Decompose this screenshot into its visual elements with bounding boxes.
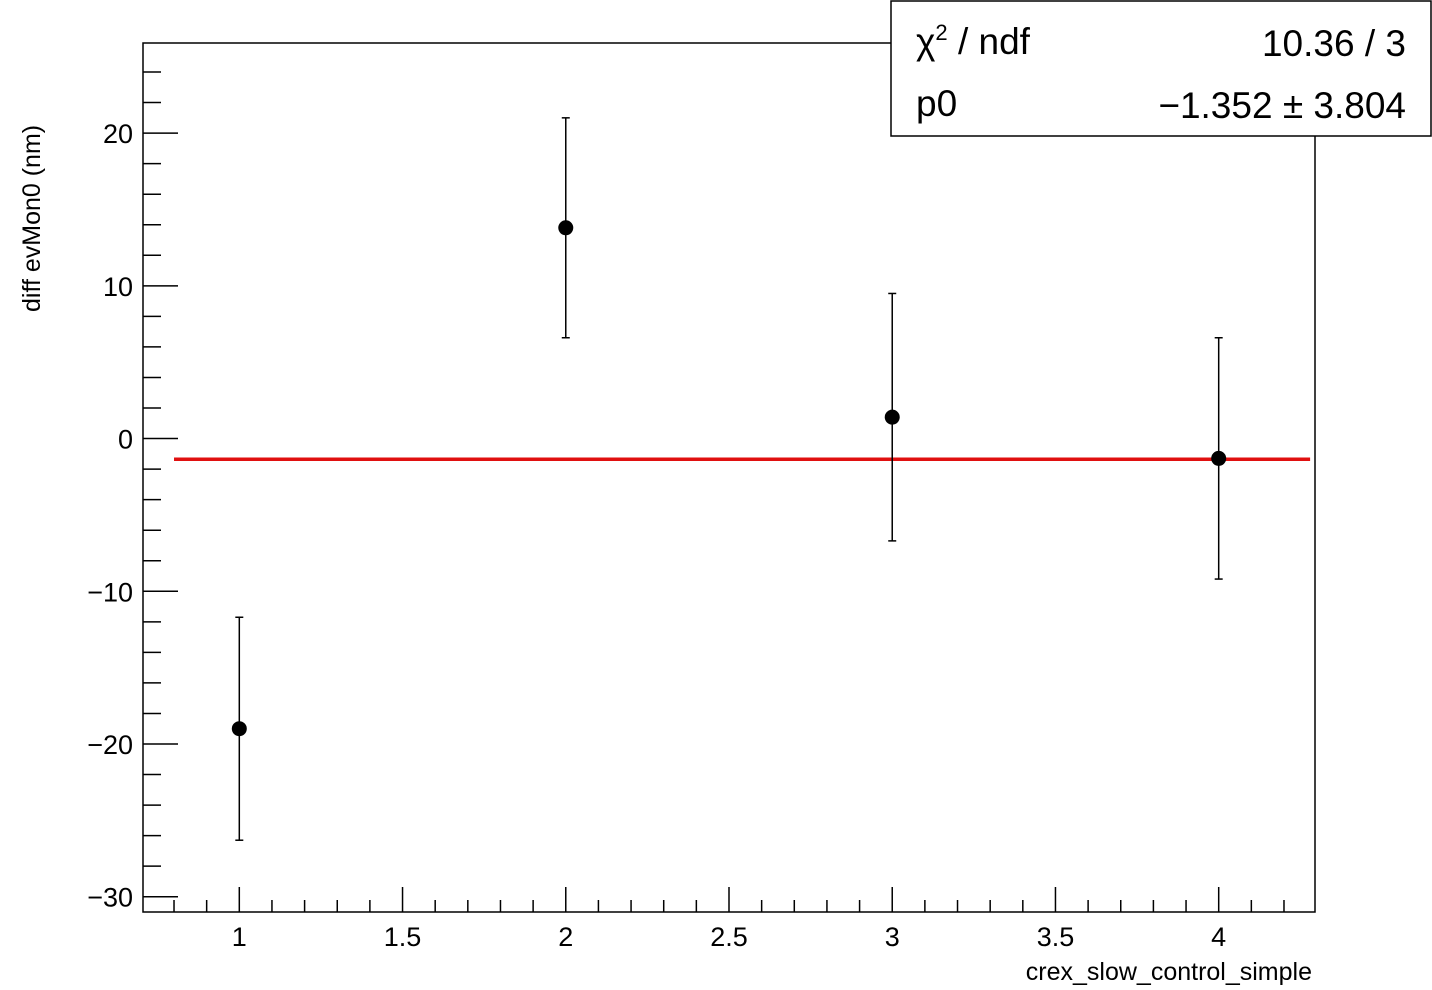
plot-frame xyxy=(142,42,1316,913)
data-points xyxy=(231,117,1227,841)
stats-box-frame xyxy=(890,0,1432,137)
y-axis-title: diff evMon0 (nm) xyxy=(18,125,46,312)
x-tick-label: 4 xyxy=(1211,922,1226,952)
x-tick-label: 3.5 xyxy=(1037,922,1075,952)
y-tick-label: 20 xyxy=(103,119,133,149)
stats-chi2-value: 10.36 / 3 xyxy=(1262,23,1406,64)
stats-p0-value: −1.352 ± 3.804 xyxy=(1158,85,1406,126)
y-tick-label: 10 xyxy=(103,272,133,302)
data-point xyxy=(231,721,247,737)
x-tick-label: 3 xyxy=(885,922,900,952)
x-tick-label: 2 xyxy=(558,922,573,952)
x-tick-label: 1.5 xyxy=(384,922,422,952)
x-tick-label: 1 xyxy=(232,922,247,952)
y-tick-label: −30 xyxy=(87,883,133,913)
data-point xyxy=(884,409,900,425)
y-tick-label: −10 xyxy=(87,577,133,607)
stats-p0-label: p0 xyxy=(916,83,957,124)
x-axis-title: crex_slow_control_simple xyxy=(1026,958,1312,986)
y-axis: −30 −20 −10 0 10 20 xyxy=(87,71,178,913)
x-tick-label: 2.5 xyxy=(710,922,748,952)
data-point xyxy=(558,220,574,236)
data-point xyxy=(1211,450,1227,466)
x-axis: 1 1.5 2 2.5 3 3.5 4 xyxy=(173,887,1285,952)
stats-chi2-label: χ2 / ndf xyxy=(916,20,1031,62)
y-tick-label: 0 xyxy=(118,425,133,455)
y-tick-label: −20 xyxy=(87,730,133,760)
stats-box: χ2 / ndf 10.36 / 3 p0 −1.352 ± 3.804 xyxy=(890,0,1432,137)
